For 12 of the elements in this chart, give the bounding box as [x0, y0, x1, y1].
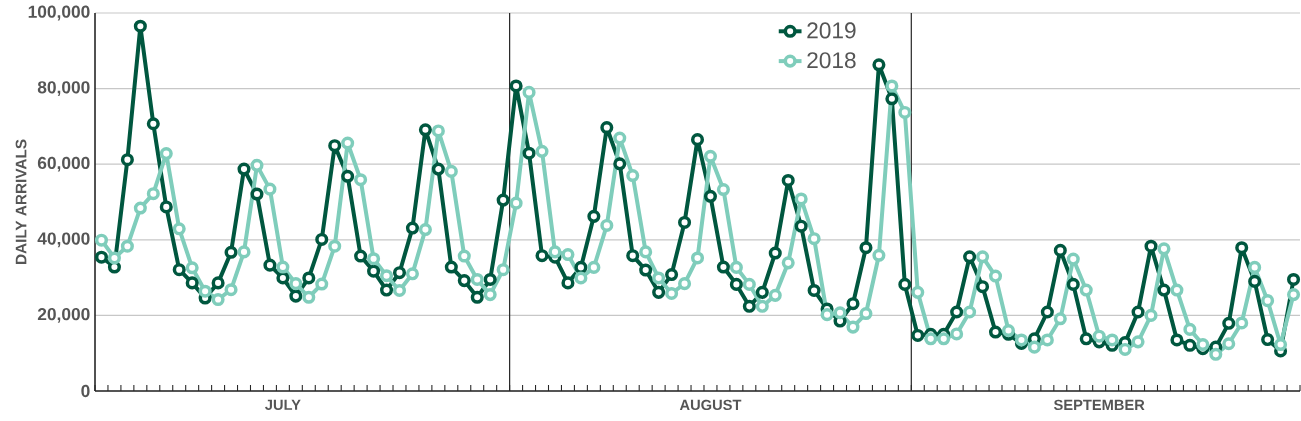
y-tick-label: 40,000	[37, 232, 90, 248]
x-tick-label: JULY	[265, 399, 301, 410]
x-tick-label: SEPTEMBER	[1053, 399, 1145, 411]
y-tick-label: 20,000	[37, 308, 90, 323]
y-tick-label: 0	[81, 384, 90, 398]
legend-label: 2019	[807, 22, 856, 39]
y-tick-label: 60,000	[37, 156, 90, 172]
x-tick-label: AUGUST	[679, 399, 742, 411]
legend-label: 2018	[807, 52, 856, 69]
y-tick-label: 80,000	[37, 81, 90, 96]
y-tick-label: 100,000	[28, 5, 90, 21]
y-axis-title: DAILY ARRIVALS	[15, 139, 27, 265]
